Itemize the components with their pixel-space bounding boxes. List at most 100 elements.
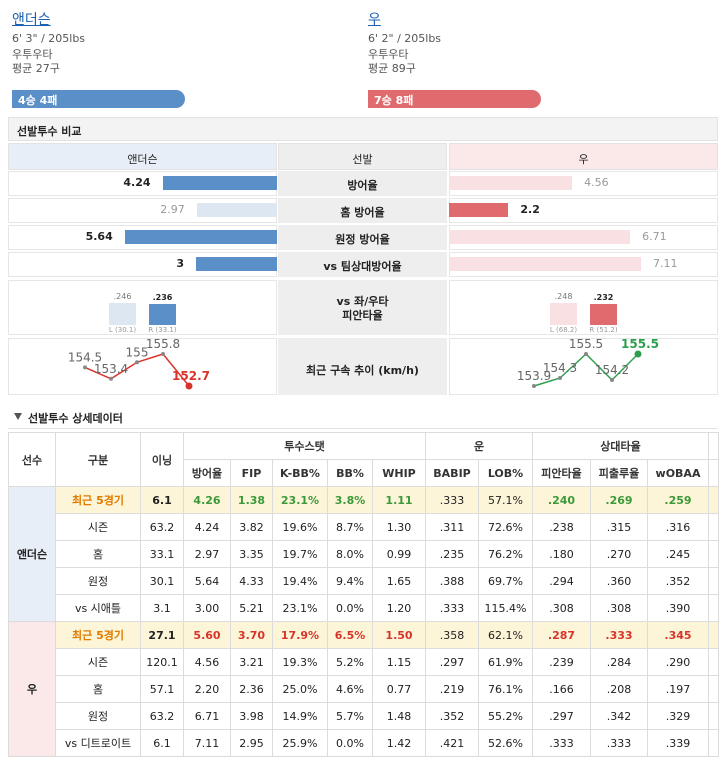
stat-cell: 5.60 (183, 621, 231, 649)
right-bar (449, 230, 631, 244)
velocity-point (135, 360, 139, 365)
velocity-label: 154.5 (68, 350, 102, 364)
compare-cell (8, 338, 277, 395)
stat-cell: 7.11 (183, 729, 231, 757)
stat-cell: .333 (532, 729, 591, 757)
left-bar (196, 203, 277, 217)
pitcher-body: 6' 2" / 205lbs (368, 32, 442, 45)
stat-cell: .316 (647, 513, 709, 541)
row-label: 홈 (55, 540, 141, 568)
stat-cell: 1.48 (372, 702, 426, 730)
velocity-point (558, 376, 562, 380)
stat-cell: 76.2% (478, 540, 533, 568)
player-cell: 앤더슨 (8, 486, 56, 622)
row-label: vs 디트로이트 (55, 729, 141, 757)
velocity-label: 153.9 (517, 369, 551, 383)
stat-cell: .360 (590, 567, 648, 595)
pitcher-pitches: 평균 27구 (12, 62, 60, 75)
stat-cell: 3.35 (230, 540, 273, 568)
header-group: 투수스탯 (183, 432, 426, 460)
pitcher-pitches: 평균 89구 (368, 62, 416, 75)
compare-cell (449, 280, 718, 335)
record-bar: 7승 8패 (368, 90, 541, 108)
stat-cell: 0.77 (372, 675, 426, 703)
pitcher-hand: 우투우타 (12, 48, 53, 61)
stat-cell: 5.7% (327, 702, 373, 730)
stat-cell: .294 (532, 567, 591, 595)
data-row: vs 시애틀 3.1 3.00 5.21 23.1% 0.0% 1.20.333 115.4%… (9, 594, 719, 622)
velocity-point (109, 376, 113, 381)
stat-cell: 0.0% (327, 729, 373, 757)
pitcher-name[interactable]: 우 (368, 12, 381, 28)
stat-cell: 5.21 (230, 594, 273, 622)
detail-header[interactable]: 선발투수 상세데이터 (8, 405, 718, 429)
data-row: 원정 63.2 6.71 3.98 14.9% 5.7% 1.48.352 55.2% .297… (9, 702, 719, 730)
data-row: 원정 30.1 5.64 4.33 19.4% 9.4% 1.65.388 69.7% .294… (9, 567, 719, 595)
stat-cell: 19.3% (272, 648, 328, 676)
stat-cell: 0.0% (327, 594, 373, 622)
split-value: .246 (113, 291, 132, 301)
velocity-point (584, 352, 588, 356)
collapse-icon (14, 413, 22, 420)
stat-cell: .197 (647, 675, 709, 703)
stat-cell: 3.70 (230, 621, 273, 649)
stat-cell: 55.2% (478, 702, 533, 730)
stat-cell: 8.0% (327, 540, 373, 568)
stat-cell: 69.7% (478, 567, 533, 595)
right-bar (449, 176, 573, 190)
stub-cell (708, 567, 719, 595)
velocity-label: 155.5 (621, 337, 659, 351)
data-row: 시즌 120.1 4.56 3.21 19.3% 5.2% 1.15.297 61.9% .23… (9, 648, 719, 676)
row-label: 원정 (55, 702, 141, 730)
stat-cell: .219 (425, 675, 479, 703)
header-cell: BABIP (425, 459, 479, 487)
stat-cell: .421 (425, 729, 479, 757)
split-side: R (33.1) (148, 326, 177, 334)
stub-cell (708, 513, 719, 541)
row-label: 홈 (55, 675, 141, 703)
stub-cell (708, 621, 719, 649)
stat-cell: .290 (647, 648, 709, 676)
stat-cell: 19.4% (272, 567, 328, 595)
velocity-label: 155.8 (146, 337, 180, 351)
stat-cell: 6.5% (327, 621, 373, 649)
compare-label: vs 좌/우타 (336, 295, 389, 308)
velocity-label: 153.4 (94, 362, 128, 376)
right-value: 4.56 (584, 176, 609, 189)
stat-cell: 1.65 (372, 567, 426, 595)
stat-cell: 52.6% (478, 729, 533, 757)
stat-cell: 17.9% (272, 621, 328, 649)
stub-cell (708, 486, 719, 514)
stat-cell: 2.95 (230, 729, 273, 757)
stat-cell: 2.97 (183, 540, 231, 568)
header-cell: 구분 (55, 432, 141, 487)
right-value: 6.71 (642, 230, 667, 243)
stat-cell: 23.1% (272, 594, 328, 622)
stat-cell: 63.2 (140, 513, 184, 541)
split-side: R (51.2) (589, 326, 618, 334)
stat-cell: 30.1 (140, 567, 184, 595)
stat-cell: 63.2 (140, 702, 184, 730)
stat-cell: 14.9% (272, 702, 328, 730)
split-value: .232 (593, 293, 614, 303)
stat-cell: 3.21 (230, 648, 273, 676)
stat-cell: .339 (647, 729, 709, 757)
stat-cell: 0.99 (372, 540, 426, 568)
header-cell: BB% (327, 459, 373, 487)
row-label: 시즌 (55, 513, 141, 541)
pitcher-name[interactable]: 앤더슨 (12, 12, 51, 28)
stat-cell: .259 (647, 486, 709, 514)
split-bar (149, 303, 176, 325)
header-cell: wOBAA (647, 459, 709, 487)
header-row: 방어율 FIP K-BB% BB% WHIP BABIP LOB% 피안타율 피출루율 wOBAA (9, 459, 719, 487)
compare-mid (278, 252, 447, 277)
pitcher-body: 6' 3" / 205lbs (12, 32, 86, 45)
stat-cell: 57.1% (478, 486, 533, 514)
record-bar: 4승 4패 (12, 90, 185, 108)
velocity-label: 154.3 (543, 361, 577, 375)
stat-cell: .235 (425, 540, 479, 568)
left-value: 5.64 (85, 230, 113, 243)
right-bar (449, 203, 509, 217)
